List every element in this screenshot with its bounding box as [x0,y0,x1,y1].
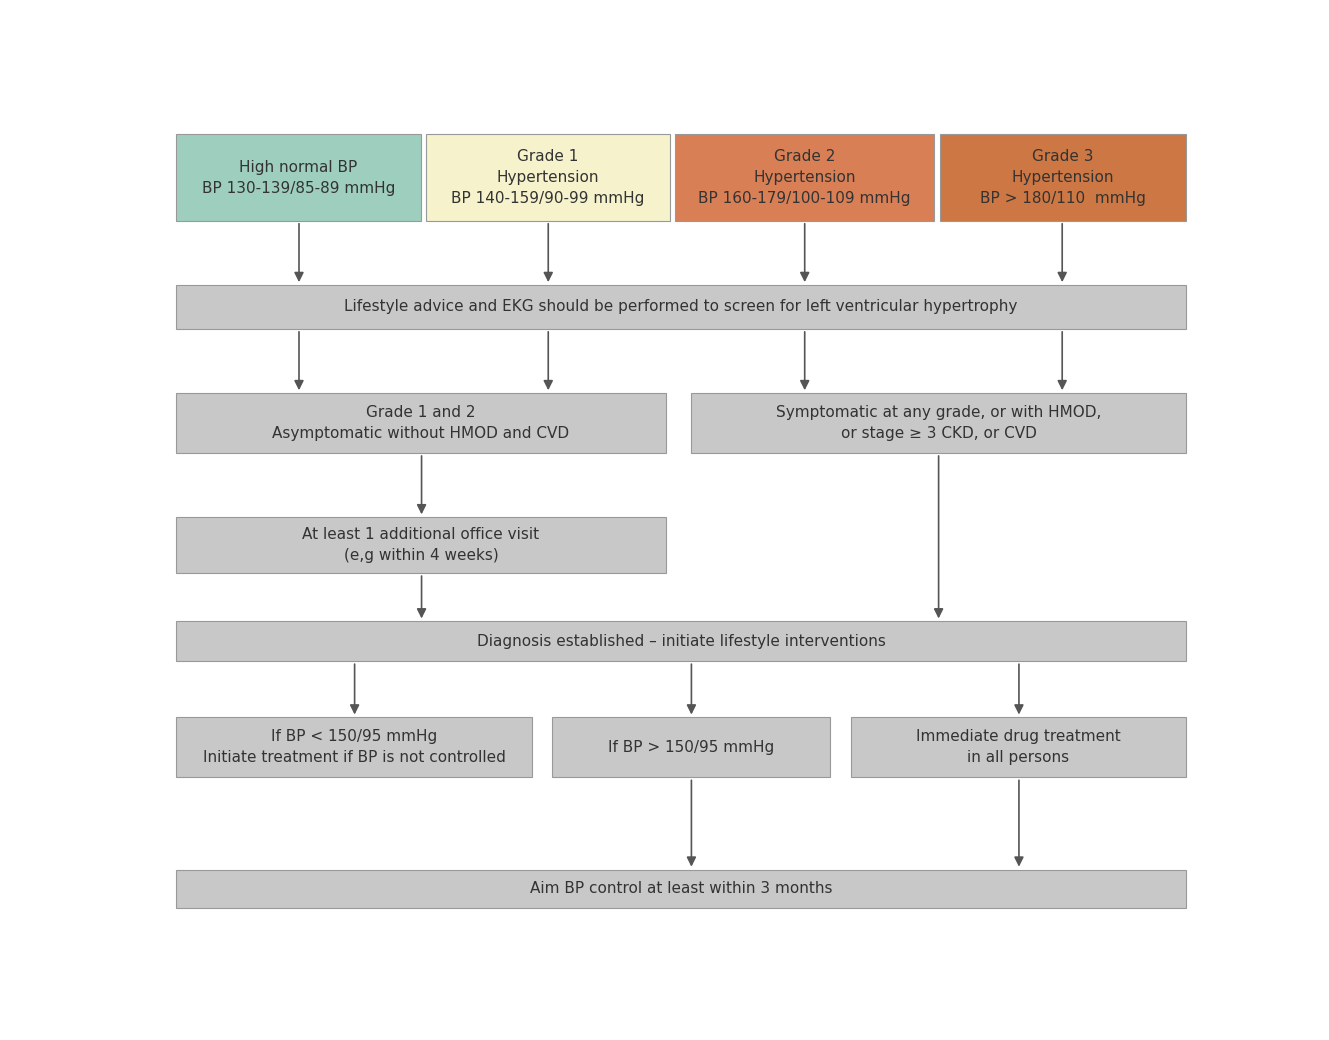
Text: Symptomatic at any grade, or with HMOD,
or stage ≥ 3 CKD, or CVD: Symptomatic at any grade, or with HMOD, … [776,406,1102,441]
FancyBboxPatch shape [940,134,1185,220]
FancyBboxPatch shape [553,718,831,778]
FancyBboxPatch shape [177,393,666,453]
Text: High normal BP
BP 130-139/85-89 mmHg: High normal BP BP 130-139/85-89 mmHg [202,160,395,196]
FancyBboxPatch shape [851,718,1185,778]
Text: Grade 3
Hypertension
BP > 180/110  mmHg: Grade 3 Hypertension BP > 180/110 mmHg [979,149,1146,206]
Text: Immediate drug treatment
in all persons: Immediate drug treatment in all persons [916,729,1120,765]
FancyBboxPatch shape [177,869,1185,908]
Text: Lifestyle advice and EKG should be performed to screen for left ventricular hype: Lifestyle advice and EKG should be perfo… [344,300,1018,314]
FancyBboxPatch shape [177,621,1185,661]
Text: At least 1 additional office visit
(e,g within 4 weeks): At least 1 additional office visit (e,g … [303,527,540,564]
Text: Grade 1
Hypertension
BP 140-159/90-99 mmHg: Grade 1 Hypertension BP 140-159/90-99 mm… [451,149,645,206]
Text: Grade 1 and 2
Asymptomatic without HMOD and CVD: Grade 1 and 2 Asymptomatic without HMOD … [272,406,570,441]
FancyBboxPatch shape [675,134,934,220]
FancyBboxPatch shape [425,134,670,220]
FancyBboxPatch shape [691,393,1185,453]
Text: If BP > 150/95 mmHg: If BP > 150/95 mmHg [609,739,775,755]
Text: Aim BP control at least within 3 months: Aim BP control at least within 3 months [530,881,832,896]
Text: Diagnosis established – initiate lifestyle interventions: Diagnosis established – initiate lifesty… [477,633,885,649]
FancyBboxPatch shape [177,517,666,573]
Text: Grade 2
Hypertension
BP 160-179/100-109 mmHg: Grade 2 Hypertension BP 160-179/100-109 … [699,149,910,206]
FancyBboxPatch shape [177,285,1185,329]
FancyBboxPatch shape [177,134,420,220]
Text: If BP < 150/95 mmHg
Initiate treatment if BP is not controlled: If BP < 150/95 mmHg Initiate treatment i… [202,729,505,765]
FancyBboxPatch shape [177,718,532,778]
